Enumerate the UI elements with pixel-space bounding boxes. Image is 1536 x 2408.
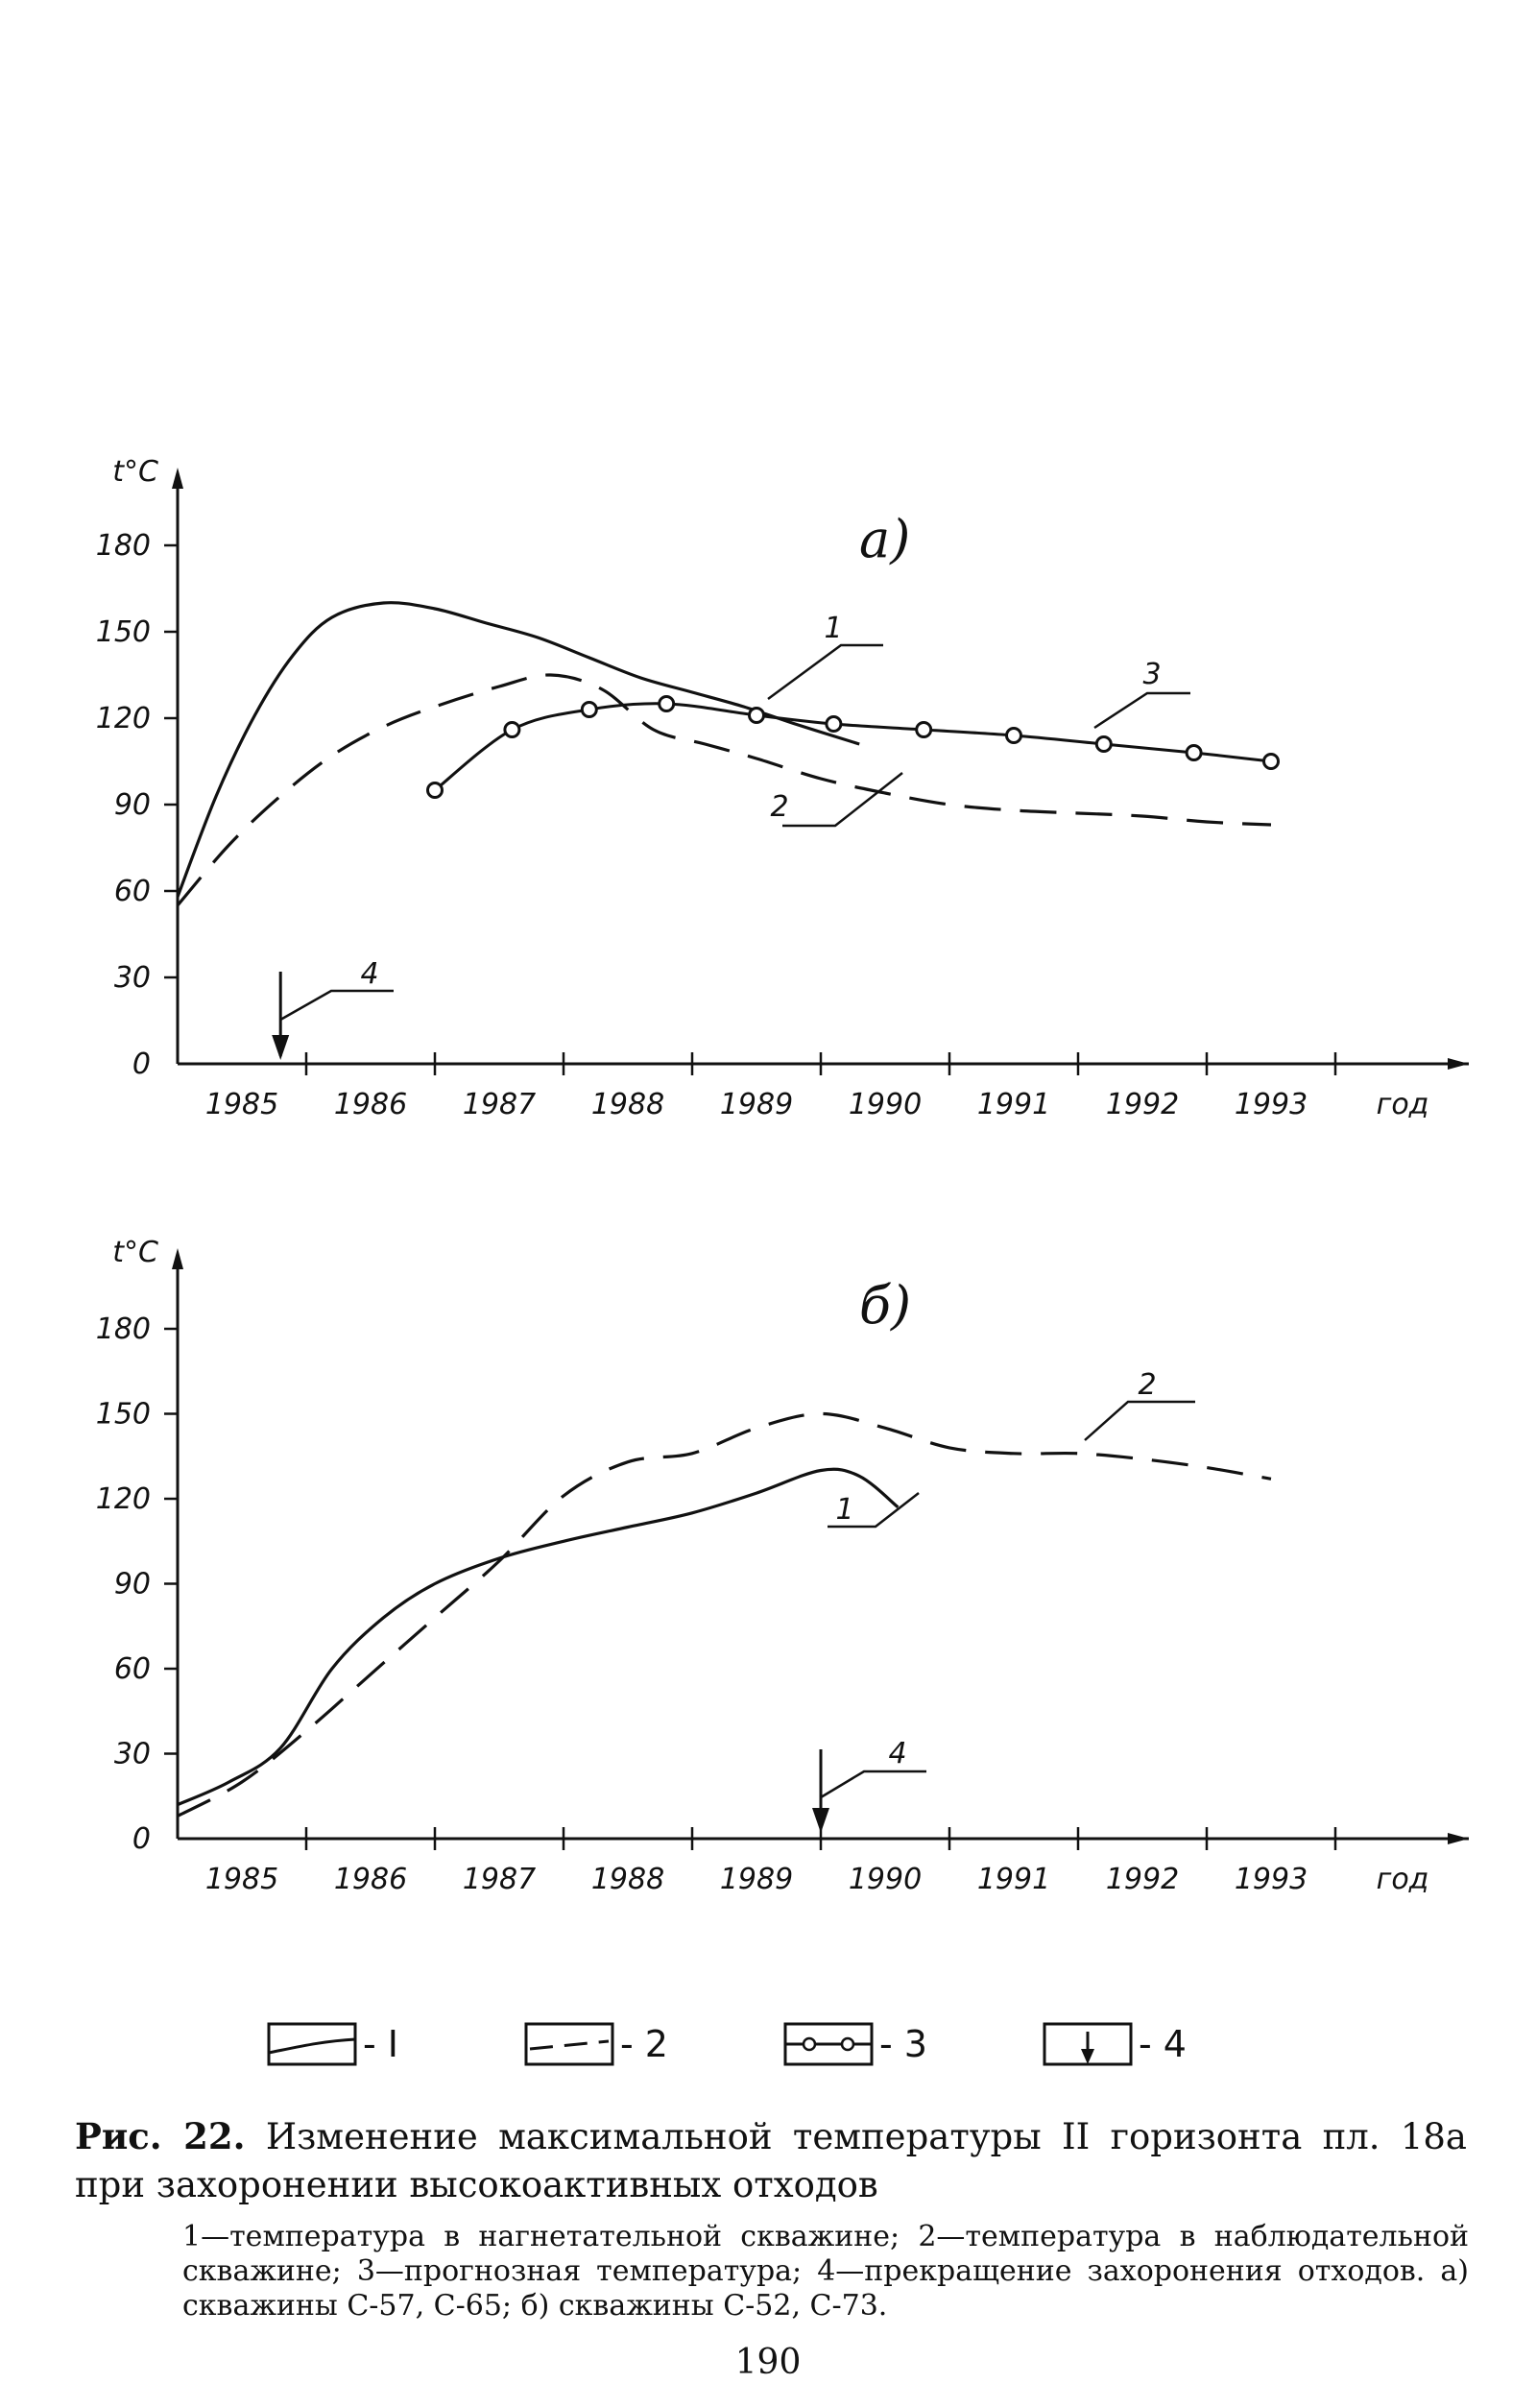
series-3-point (1185, 744, 1203, 761)
series-1-leader (828, 1492, 920, 1529)
series-3-point (1262, 753, 1280, 770)
y-tick-label: 180 (96, 529, 151, 563)
series-2-leader (782, 772, 903, 828)
y-tick-label: 150 (96, 1398, 151, 1432)
y-axis-arrow (172, 468, 183, 489)
series-3-point (915, 721, 933, 738)
legend-label-1: - I (363, 2023, 398, 2065)
x-tick-label: 1986 (334, 1088, 407, 1121)
x-tick-label: 1985 (205, 1863, 278, 1896)
x-tick-label: 1986 (334, 1863, 407, 1896)
x-tick-label: 1992 (1106, 1088, 1179, 1121)
series-3-point (503, 721, 521, 738)
x-tick-label: 1987 (463, 1863, 536, 1896)
y-axis-label: t°C (112, 1236, 158, 1269)
x-tick-label: 1992 (1106, 1863, 1179, 1896)
x-axis-arrow (1448, 1833, 1469, 1844)
legend-label-4: - 4 (1139, 2023, 1187, 2065)
figure-title: Изменение максимальной температуры II го… (75, 2116, 1467, 2205)
series-1-line (177, 1467, 900, 1807)
series-2-label: 2 (770, 790, 788, 824)
y-tick-label: 120 (96, 702, 151, 735)
series-3-leader (1093, 691, 1190, 730)
x-tick-label: 1993 (1235, 1088, 1308, 1121)
stop-arrow-head (812, 1808, 829, 1833)
panel-b-chart: 0 30 60 90 120 150 180 t°C 1985 1986 1987 1988 1989 1… (96, 1236, 1469, 1896)
series-3-point (1005, 727, 1022, 744)
chart-legend: - I - 2 - 3 - 4 (267, 2022, 1187, 2066)
series-2-line (176, 673, 1272, 907)
series-3-line (434, 702, 1272, 792)
stop-arrow-head (272, 1035, 290, 1060)
x-tick-label: 1989 (720, 1088, 793, 1121)
x-tick-label: 1990 (849, 1863, 922, 1896)
x-axis-label: год (1377, 1863, 1429, 1896)
y-tick-label: 90 (114, 1568, 151, 1601)
y-tick-label: 60 (114, 875, 151, 908)
legend-solid-sample (268, 2037, 356, 2055)
figure-caption: Рис. 22. Изменение максимальной температ… (75, 2112, 1467, 2209)
series-2-label: 2 (1138, 1368, 1156, 1402)
stop-label: 4 (360, 957, 378, 991)
series-3-point (580, 701, 598, 718)
panel-label: б) (859, 1275, 911, 1336)
y-tick-label: 0 (132, 1047, 151, 1081)
x-axis-arrow (1448, 1058, 1469, 1070)
y-tick-label: 30 (114, 961, 151, 995)
panel-a-chart: 0 30 60 90 120 150 180 t°C 1985 1986 1987 1988 1989 1… (96, 455, 1469, 1121)
y-tick-label: 90 (114, 788, 151, 822)
y-tick-label: 30 (114, 1738, 151, 1771)
series-1-line (176, 601, 860, 898)
legend-arrow-head (1081, 2049, 1094, 2064)
y-axis-arrow (172, 1248, 183, 1269)
series-3-point (426, 782, 444, 799)
y-tick-label: 60 (114, 1652, 151, 1686)
x-tick-label: 1991 (977, 1088, 1050, 1121)
legend-label-2: - 2 (620, 2023, 668, 2065)
series-3-point (1094, 735, 1113, 753)
y-tick-label: 150 (96, 615, 151, 649)
series-1-label: 1 (835, 1493, 853, 1527)
x-tick-label: 1990 (849, 1088, 922, 1121)
x-tick-label: 1987 (463, 1088, 536, 1121)
series-1-leader (767, 643, 883, 701)
series-2-leader (1084, 1400, 1195, 1441)
y-tick-label: 180 (96, 1312, 151, 1346)
panel-label: а) (859, 509, 910, 569)
x-tick-label: 1988 (591, 1863, 664, 1896)
x-tick-label: 1993 (1235, 1863, 1308, 1896)
series-1-label: 1 (824, 612, 842, 645)
x-tick-label: 1991 (977, 1863, 1050, 1896)
legend-dashed-sample (529, 2039, 610, 2051)
series-3-point (658, 695, 676, 712)
page-number: 190 (734, 2343, 802, 2382)
series-3-point (825, 715, 843, 733)
x-tick-label: 1989 (720, 1863, 793, 1896)
y-tick-label: 0 (132, 1822, 151, 1856)
series-3-point (748, 707, 765, 724)
y-axis-label: t°C (112, 455, 158, 489)
stop-leader (820, 1770, 926, 1799)
figure-number: Рис. 22. (75, 2115, 246, 2157)
stop-label: 4 (888, 1737, 906, 1770)
legend-marker (840, 2036, 855, 2052)
legend-label-3: - 3 (879, 2023, 927, 2065)
series-2-line (177, 1411, 1272, 1818)
series-3-label: 3 (1142, 658, 1161, 691)
figure-notes: 1—температура в нагнетательной скважине;… (182, 2220, 1469, 2323)
legend-marker (802, 2036, 817, 2052)
x-tick-label: 1985 (205, 1088, 278, 1121)
stop-leader (279, 989, 394, 1022)
x-tick-label: 1988 (591, 1088, 664, 1121)
x-axis-label: год (1377, 1088, 1429, 1121)
y-tick-label: 120 (96, 1482, 151, 1516)
